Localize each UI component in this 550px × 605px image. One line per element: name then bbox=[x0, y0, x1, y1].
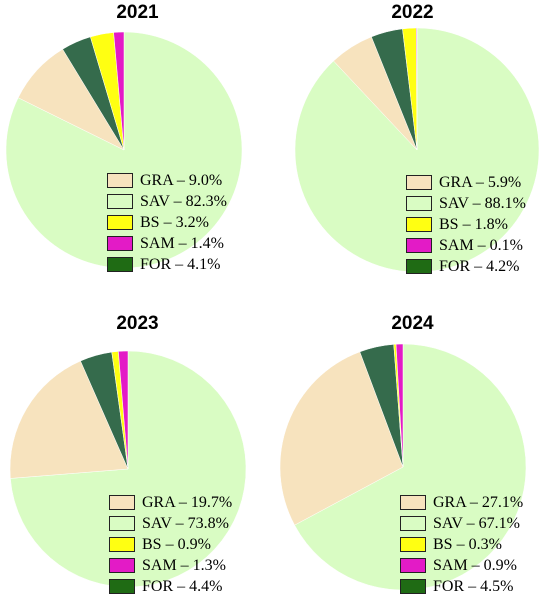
legend-label: GRA – 27.1% bbox=[433, 494, 524, 511]
legend-swatch-sam bbox=[400, 558, 426, 573]
legend-label: GRA – 19.7% bbox=[142, 494, 233, 511]
legend-label: SAM – 0.1% bbox=[439, 237, 524, 254]
legend-label: SAM – 1.3% bbox=[142, 557, 227, 574]
legend-swatch-bs bbox=[107, 215, 133, 230]
chart-title: 2022 bbox=[391, 2, 434, 23]
legend-label: FOR – 4.2% bbox=[439, 258, 520, 275]
chart-title: 2021 bbox=[116, 2, 159, 23]
legend-label: BS – 0.9% bbox=[142, 536, 211, 553]
legend-swatch-gra bbox=[109, 495, 135, 510]
pie-chart bbox=[294, 27, 540, 273]
pie-chart bbox=[5, 31, 243, 269]
legend-swatch-bs bbox=[400, 537, 426, 552]
legend-label: FOR – 4.5% bbox=[433, 578, 514, 595]
chart-panel-2022: 2022 GRA – 5.9% SAV – 88.1% BS – 1.8% SA… bbox=[275, 0, 550, 302]
legend-label: GRA – 5.9% bbox=[439, 174, 522, 191]
legend-swatch-gra bbox=[107, 173, 133, 188]
pie-slice-sam bbox=[118, 350, 129, 470]
legend-swatch-sav bbox=[406, 196, 432, 211]
legend-swatch-gra bbox=[406, 175, 432, 190]
legend-label: BS – 3.2% bbox=[140, 214, 209, 231]
pie-slice-sav bbox=[294, 343, 527, 591]
legend-label: GRA – 9.0% bbox=[140, 172, 223, 189]
legend-swatch-for bbox=[107, 257, 133, 272]
legend-swatch-sav bbox=[107, 194, 133, 209]
legend-swatch-for bbox=[109, 579, 135, 594]
pie-slice-sav bbox=[5, 31, 243, 269]
legend-label: SAV – 88.1% bbox=[439, 195, 526, 212]
chart-title: 2023 bbox=[116, 313, 159, 334]
legend-swatch-sam bbox=[406, 238, 432, 253]
legend-label: BS – 0.3% bbox=[433, 536, 502, 553]
chart-title: 2024 bbox=[391, 313, 434, 334]
legend-swatch-sav bbox=[400, 516, 426, 531]
legend-swatch-bs bbox=[406, 217, 432, 232]
chart-panel-2024: 2024 GRA – 27.1% SAV – 67.1% BS – 0.3% S… bbox=[275, 302, 550, 604]
legend-label: SAV – 82.3% bbox=[140, 193, 227, 210]
legend-swatch-sav bbox=[109, 516, 135, 531]
pie-slice-sam bbox=[395, 343, 404, 468]
legend-label: FOR – 4.1% bbox=[140, 256, 221, 273]
legend-swatch-gra bbox=[400, 495, 426, 510]
legend-swatch-for bbox=[406, 259, 432, 274]
legend-swatch-sam bbox=[107, 236, 133, 251]
legend-swatch-sam bbox=[109, 558, 135, 573]
legend-label: SAV – 67.1% bbox=[433, 515, 520, 532]
pie-chart bbox=[279, 343, 527, 591]
chart-panel-2021: 2021 GRA – 9.0% SAV – 82.3% BS – 3.2% SA… bbox=[0, 0, 275, 302]
pie-slice-sam bbox=[113, 31, 125, 151]
legend-label: SAV – 73.8% bbox=[142, 515, 229, 532]
pie-slice-gra bbox=[279, 351, 404, 526]
legend-swatch-for bbox=[400, 579, 426, 594]
pie-slice-sam bbox=[415, 27, 418, 151]
legend-label: BS – 1.8% bbox=[439, 216, 508, 233]
legend-label: SAM – 1.4% bbox=[140, 235, 225, 252]
legend-label: SAM – 0.9% bbox=[433, 557, 518, 574]
legend-swatch-bs bbox=[109, 537, 135, 552]
pie-chart bbox=[9, 350, 247, 588]
legend-label: FOR – 4.4% bbox=[142, 578, 223, 595]
chart-panel-2023: 2023 GRA – 19.7% SAV – 73.8% BS – 0.9% S… bbox=[0, 302, 275, 604]
pie-slice-gra bbox=[9, 360, 129, 479]
